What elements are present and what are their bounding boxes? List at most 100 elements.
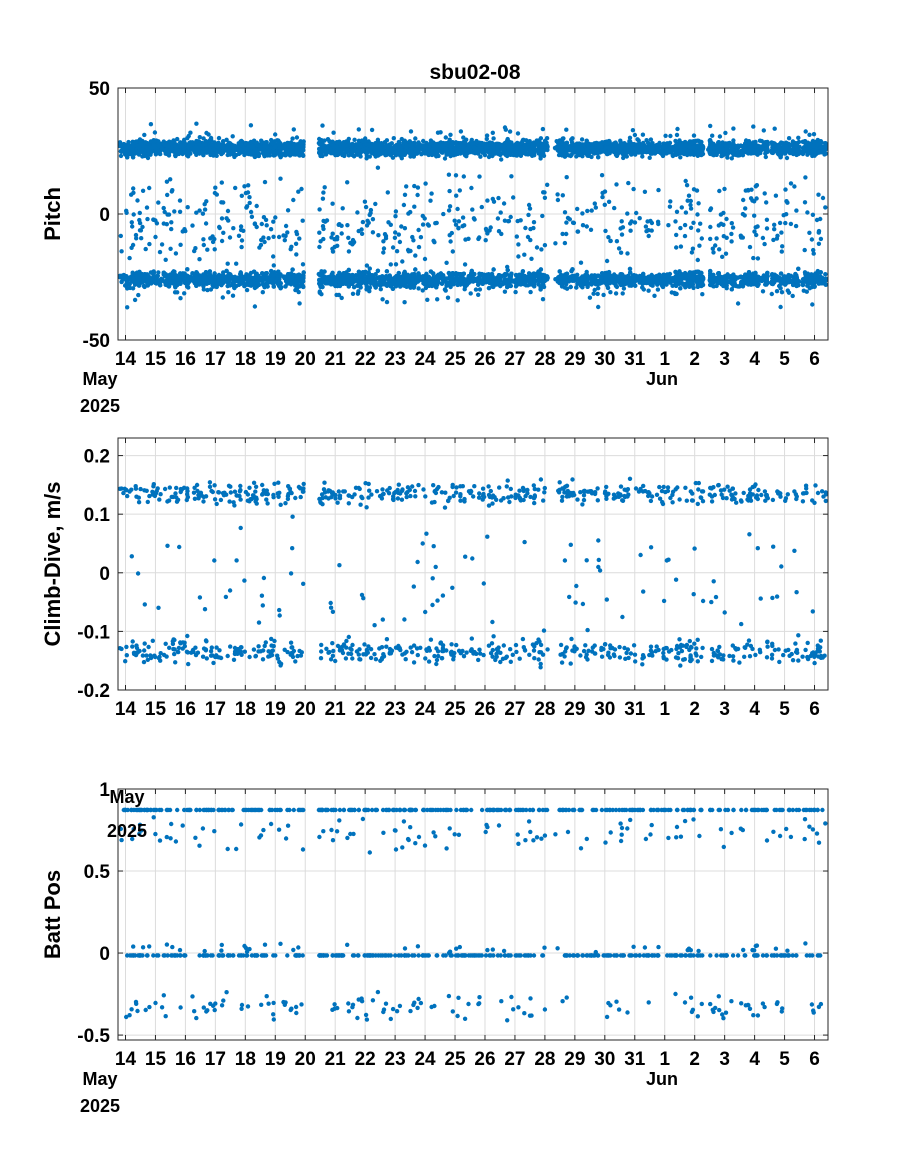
data-point	[393, 150, 398, 155]
data-point	[254, 148, 259, 153]
data-point	[810, 153, 815, 159]
data-point	[277, 150, 282, 156]
data-point	[197, 151, 202, 156]
data-point	[523, 148, 528, 154]
data-point	[288, 151, 294, 156]
data-point	[131, 143, 136, 148]
data-point	[161, 141, 166, 146]
data-point	[227, 152, 233, 157]
data-point	[674, 147, 679, 152]
data-point	[751, 140, 756, 145]
data-point	[337, 139, 342, 144]
data-point	[784, 143, 789, 148]
data-point	[156, 139, 161, 144]
data-point	[416, 145, 421, 151]
data-point	[735, 144, 741, 149]
data-point	[226, 145, 231, 151]
data-point	[721, 147, 726, 152]
data-point	[544, 146, 550, 151]
data-point	[803, 142, 808, 148]
data-point	[539, 148, 544, 153]
data-point	[731, 138, 736, 143]
data-point	[125, 150, 130, 155]
data-point	[126, 139, 131, 145]
data-point	[244, 141, 249, 146]
data-point	[376, 151, 381, 156]
data-point	[778, 155, 783, 160]
data-point	[560, 147, 565, 153]
data-point	[374, 144, 380, 150]
data-point	[823, 141, 828, 146]
data-point	[231, 148, 236, 154]
data-point	[729, 156, 734, 161]
data-point	[364, 156, 369, 161]
data-point	[491, 136, 496, 141]
data-point	[413, 136, 418, 141]
data-point	[731, 152, 736, 157]
data-point	[708, 148, 713, 153]
data-point	[619, 143, 625, 148]
data-point	[258, 146, 264, 151]
data-point	[290, 136, 295, 141]
data-point	[294, 135, 300, 140]
data-point	[575, 150, 581, 155]
data-point	[425, 147, 431, 152]
data-point	[201, 152, 206, 158]
data-point	[392, 144, 398, 149]
data-point	[575, 141, 580, 146]
data-point	[262, 153, 267, 159]
data-point	[772, 149, 777, 154]
data-point	[378, 146, 383, 151]
data-point	[796, 135, 801, 140]
data-point	[248, 139, 254, 145]
data-point	[760, 147, 766, 152]
data-point	[273, 144, 278, 150]
data-point	[238, 148, 244, 153]
data-point	[640, 154, 645, 159]
data-point	[433, 146, 438, 152]
data-point	[506, 146, 511, 151]
data-point	[784, 155, 790, 161]
data-point	[637, 145, 642, 150]
data-point	[384, 138, 390, 143]
data-point	[217, 148, 222, 153]
data-point	[137, 145, 142, 151]
data-point	[742, 144, 747, 149]
data-point	[777, 146, 783, 152]
data-point	[153, 145, 158, 151]
data-point	[330, 148, 336, 154]
data-point	[674, 151, 679, 156]
data-point	[661, 150, 666, 155]
data-point	[294, 150, 299, 155]
data-point	[416, 140, 421, 145]
data-point	[484, 141, 489, 147]
data-point	[708, 140, 713, 145]
data-point	[350, 148, 356, 153]
data-point	[580, 154, 585, 159]
data-point	[212, 140, 217, 145]
data-point	[585, 142, 590, 147]
data-point	[456, 146, 462, 151]
data-point	[442, 156, 448, 161]
data-point	[477, 146, 483, 151]
data-point	[793, 148, 799, 153]
data-point	[691, 139, 696, 144]
data-point	[565, 144, 571, 150]
data-point	[678, 155, 683, 160]
data-point	[355, 148, 361, 153]
data-point	[564, 150, 569, 156]
data-point	[346, 136, 351, 142]
data-point	[268, 141, 274, 146]
data-point	[667, 140, 673, 146]
data-point	[569, 137, 574, 143]
data-point	[370, 145, 376, 150]
panel-1: 14 15 16 17 18 19 20 21 22 23 24 25 26 27 28 29 30 31 1 2 3 4…	[40, 79, 829, 416]
data-point	[383, 151, 389, 157]
data-point	[613, 148, 619, 153]
data-point	[294, 145, 300, 151]
data-point	[356, 141, 361, 147]
data-point	[588, 149, 594, 154]
data-point	[816, 149, 822, 155]
data-point	[656, 147, 661, 152]
chart-title: sbu02-08	[429, 61, 520, 84]
